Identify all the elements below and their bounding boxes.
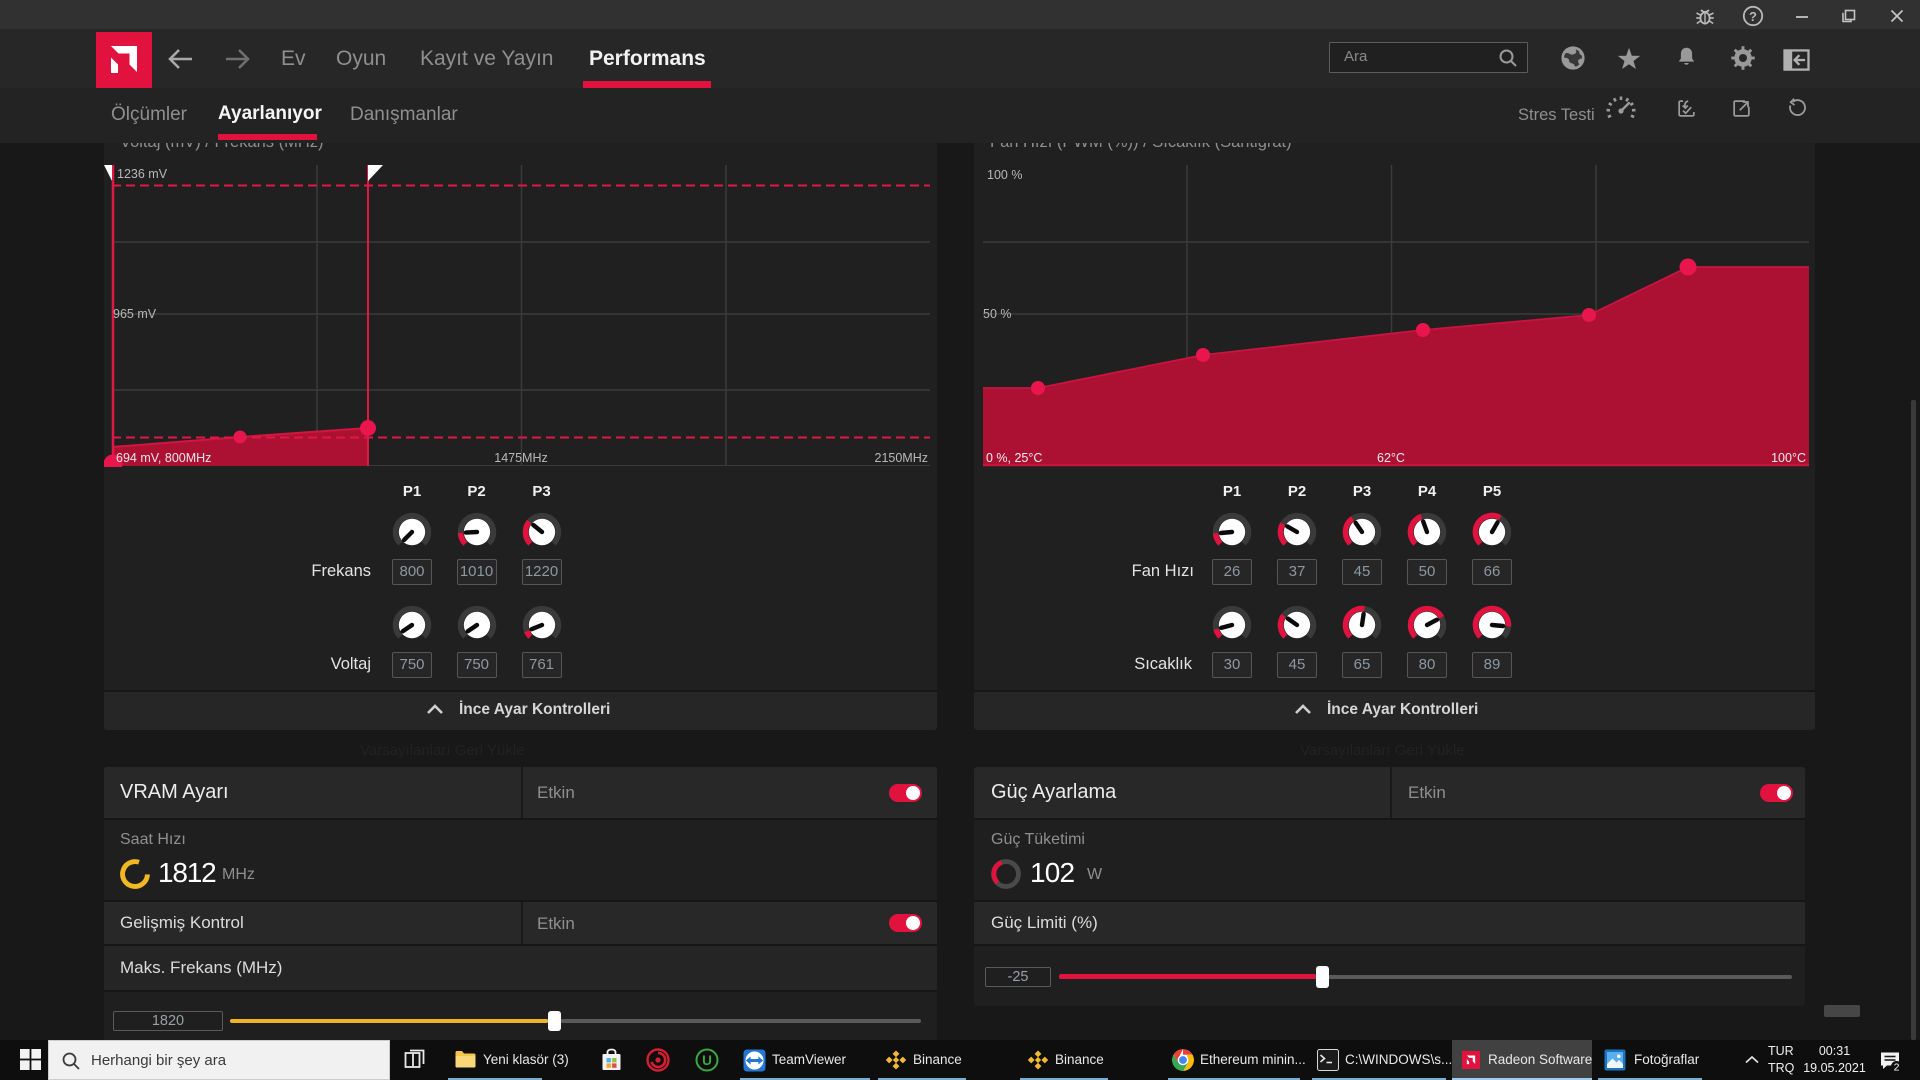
svg-text:2150MHz: 2150MHz — [875, 451, 929, 465]
svg-text:100 %: 100 % — [987, 168, 1022, 182]
svg-text:1475MHz: 1475MHz — [494, 451, 548, 465]
svg-text:1236 mV: 1236 mV — [117, 167, 168, 181]
svg-text:62°C: 62°C — [1377, 451, 1405, 465]
svg-text:0 %, 25°C: 0 %, 25°C — [986, 451, 1042, 465]
svg-text:100°C: 100°C — [1771, 451, 1806, 465]
svg-text:?: ? — [1749, 9, 1757, 24]
svg-text:965 mV: 965 mV — [113, 307, 157, 321]
svg-text:U: U — [702, 1053, 712, 1068]
svg-text:50 %: 50 % — [983, 307, 1012, 321]
svg-text:694 mV, 800MHz: 694 mV, 800MHz — [116, 451, 211, 465]
svg-text:2: 2 — [1894, 1061, 1900, 1073]
